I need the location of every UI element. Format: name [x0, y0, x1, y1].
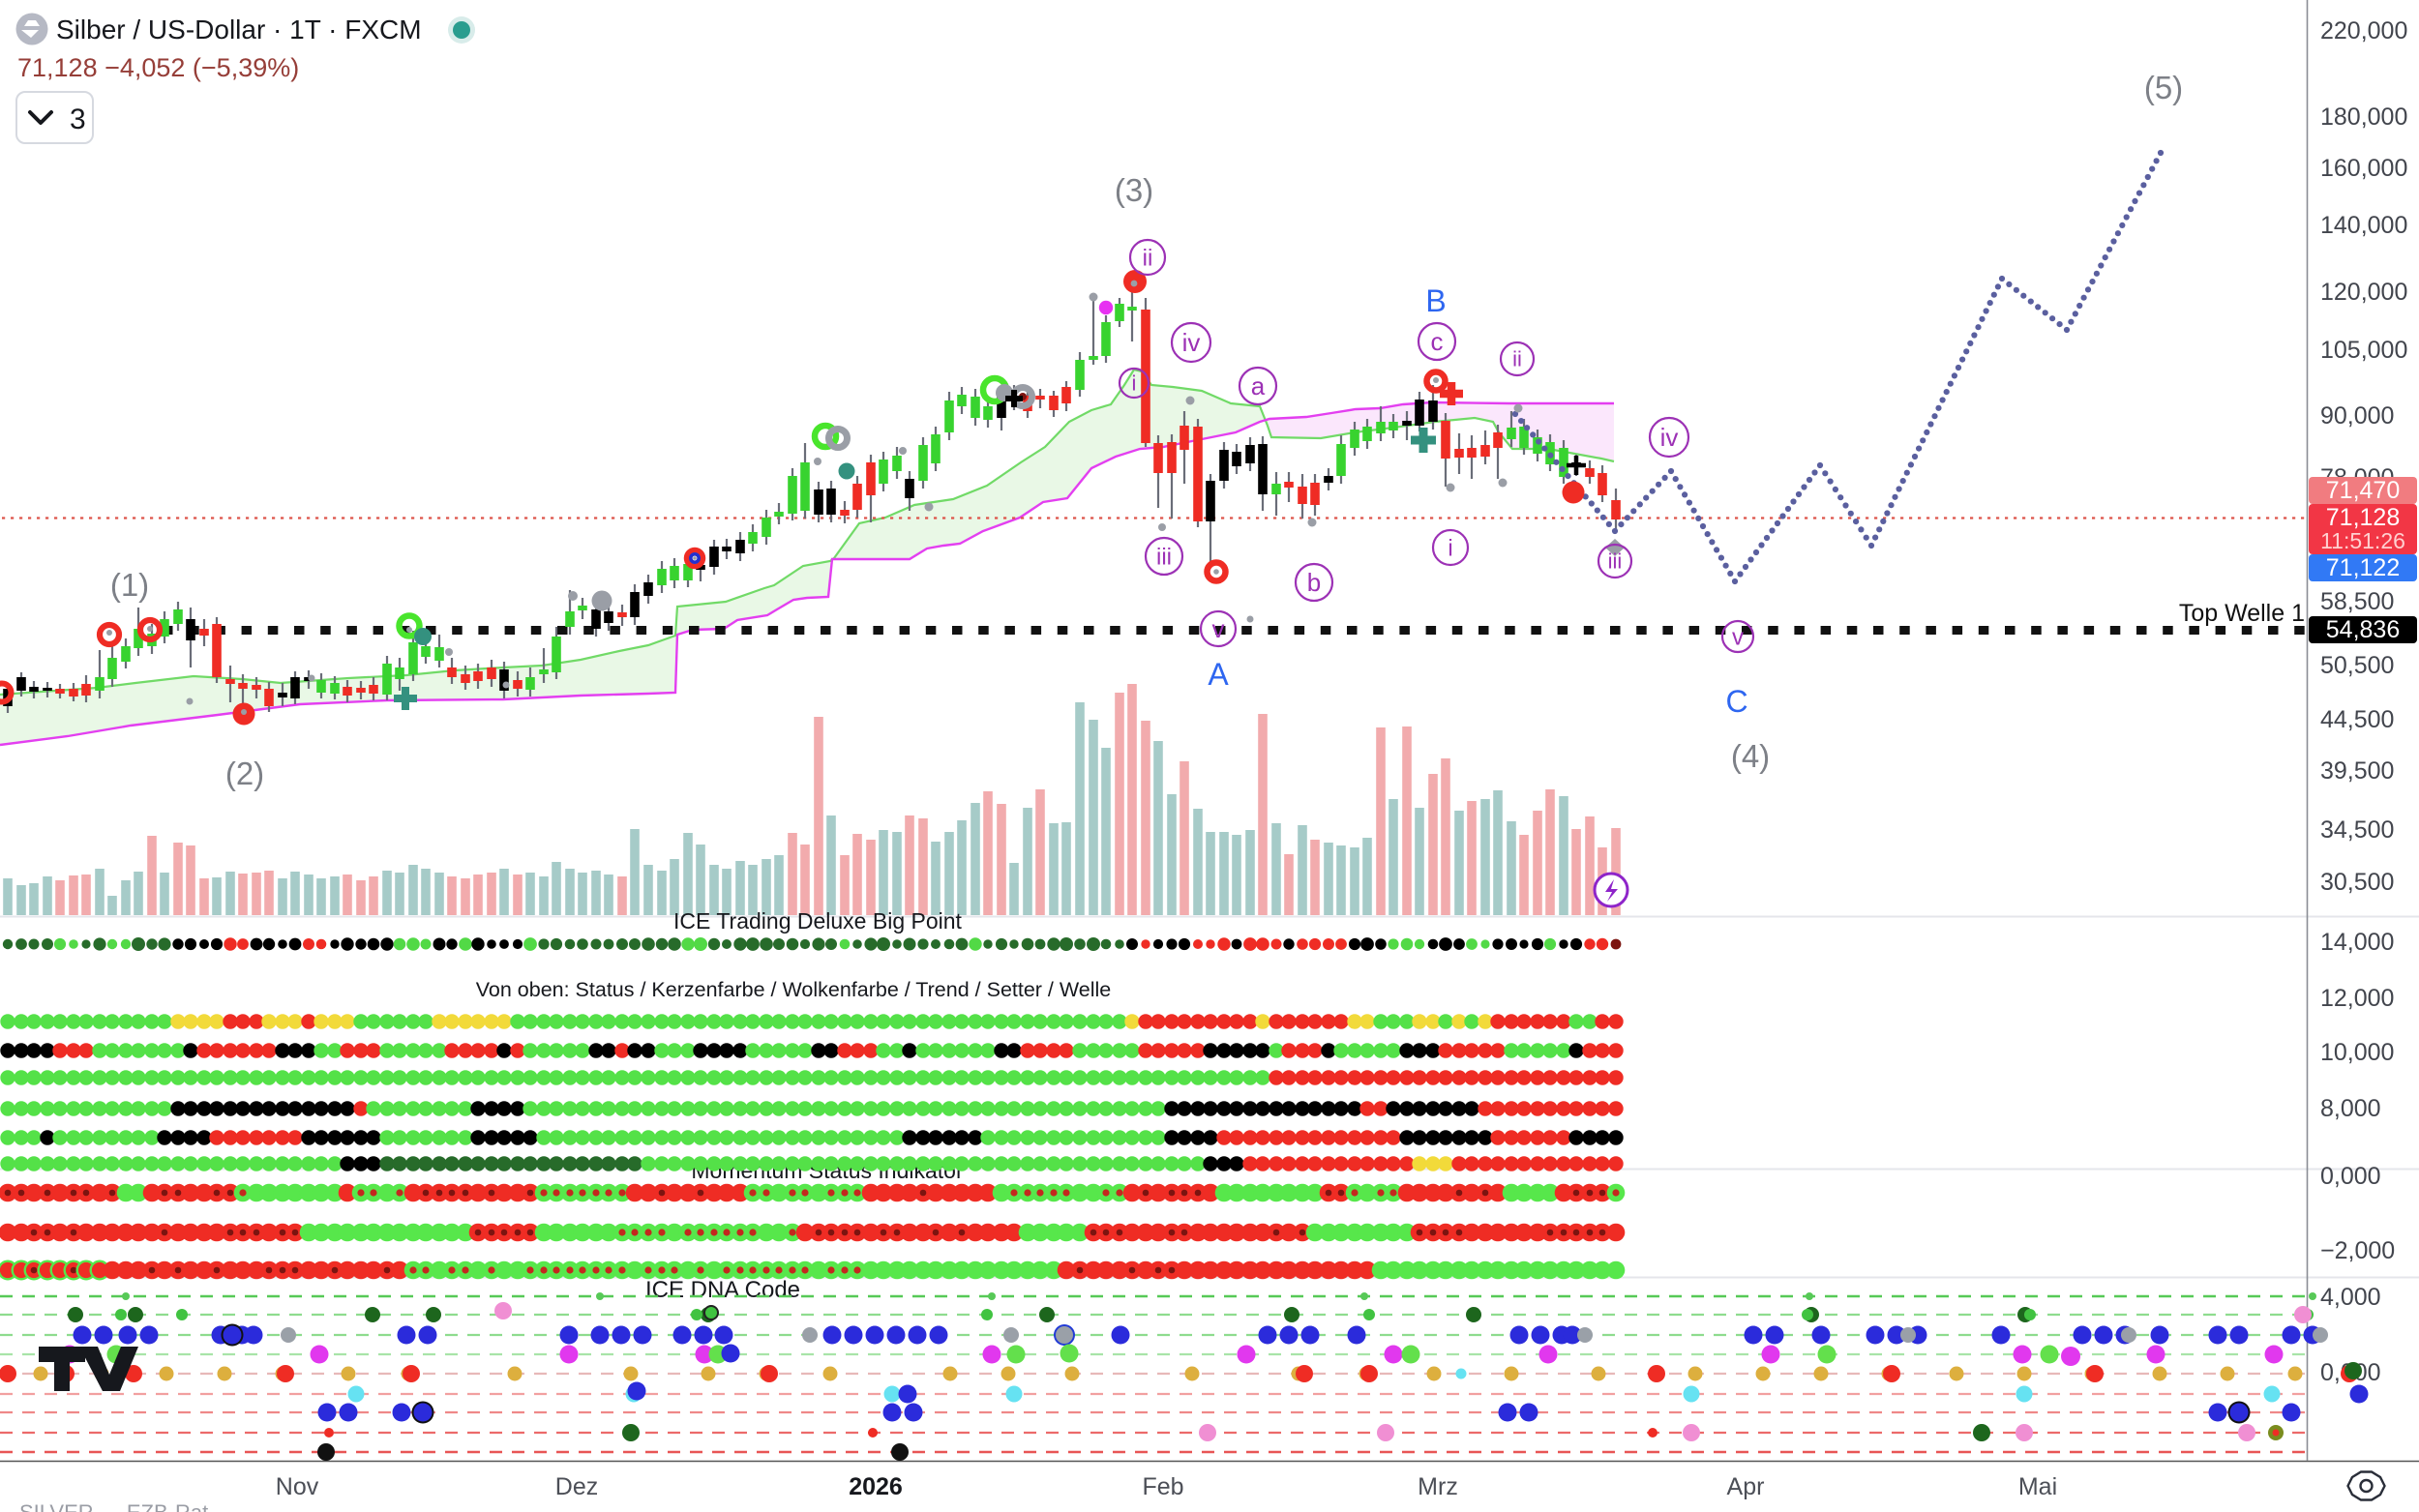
svg-text:12,000: 12,000	[2320, 985, 2394, 1012]
svg-text:(5): (5)	[2144, 70, 2183, 105]
svg-text:i: i	[1132, 371, 1137, 396]
svg-text:Top Welle 1: Top Welle 1	[2179, 600, 2305, 627]
svg-text:2026: 2026	[849, 1473, 903, 1500]
svg-text:v: v	[1212, 614, 1225, 643]
svg-text:34,500: 34,500	[2320, 816, 2394, 844]
svg-text:30,500: 30,500	[2320, 869, 2394, 896]
svg-text:−2,000: −2,000	[2320, 1237, 2395, 1264]
svg-text:10,000: 10,000	[2320, 1039, 2394, 1066]
svg-text:105,000: 105,000	[2320, 337, 2407, 364]
svg-text:SILVER — EZB-Rat: SILVER — EZB-Rat	[19, 1500, 208, 1512]
svg-text:Silber / US-Dollar · 1T · FXCM: Silber / US-Dollar · 1T · FXCM	[56, 15, 422, 44]
svg-text:14,000: 14,000	[2320, 929, 2394, 956]
svg-text:58,500: 58,500	[2320, 588, 2394, 615]
svg-text:3: 3	[70, 104, 86, 135]
svg-text:Nov: Nov	[276, 1473, 319, 1500]
svg-text:A: A	[1208, 657, 1229, 692]
svg-text:8,000: 8,000	[2320, 1095, 2381, 1122]
svg-text:71,128: 71,128	[2326, 504, 2400, 531]
svg-text:Mrz: Mrz	[1418, 1473, 1458, 1500]
svg-text:44,500: 44,500	[2320, 706, 2394, 733]
svg-text:50,500: 50,500	[2320, 652, 2394, 679]
svg-text:iii: iii	[1156, 544, 1172, 570]
svg-text:4,000: 4,000	[2320, 1284, 2381, 1311]
svg-text:C: C	[1725, 684, 1747, 719]
svg-text:ICE Trading Deluxe Big Point: ICE Trading Deluxe Big Point	[673, 908, 962, 934]
svg-text:a: a	[1251, 371, 1266, 400]
svg-text:71,122: 71,122	[2326, 554, 2400, 581]
svg-text:Von oben: Status / Kerzenfarbe: Von oben: Status / Kerzenfarbe / Wolkenf…	[476, 978, 1112, 1001]
svg-text:c: c	[1431, 327, 1444, 356]
svg-text:Apr: Apr	[1727, 1473, 1765, 1500]
svg-text:90,000: 90,000	[2320, 402, 2394, 430]
svg-text:iv: iv	[1660, 423, 1679, 452]
svg-text:(3): (3)	[1115, 172, 1153, 208]
svg-text:0,000: 0,000	[2320, 1163, 2381, 1190]
svg-text:71,470: 71,470	[2326, 477, 2400, 504]
svg-text:180,000: 180,000	[2320, 104, 2407, 131]
svg-text:120,000: 120,000	[2320, 279, 2407, 306]
svg-text:ii: ii	[1143, 245, 1153, 271]
svg-text:Mai: Mai	[2018, 1473, 2057, 1500]
svg-text:v: v	[1732, 624, 1744, 650]
svg-text:(4): (4)	[1731, 738, 1770, 774]
svg-text:b: b	[1307, 568, 1321, 597]
svg-text:iii: iii	[1608, 549, 1623, 574]
svg-text:Dez: Dez	[555, 1473, 598, 1500]
svg-text:160,000: 160,000	[2320, 155, 2407, 182]
svg-text:(2): (2)	[225, 756, 264, 791]
svg-text:220,000: 220,000	[2320, 17, 2407, 44]
svg-text:71,128 −4,052 (−5,39%): 71,128 −4,052 (−5,39%)	[17, 53, 299, 82]
svg-text:ii: ii	[1512, 347, 1522, 371]
svg-text:11:51:26: 11:51:26	[2320, 528, 2405, 553]
svg-text:ICE DNA Code: ICE DNA Code	[645, 1277, 800, 1303]
svg-text:54,836: 54,836	[2326, 616, 2400, 643]
svg-text:iv: iv	[1182, 328, 1201, 357]
svg-text:(1): (1)	[110, 567, 149, 603]
svg-text:i: i	[1448, 535, 1452, 561]
svg-text:B: B	[1425, 283, 1446, 318]
svg-text:Feb: Feb	[1142, 1473, 1183, 1500]
svg-text:140,000: 140,000	[2320, 212, 2407, 239]
svg-text:39,500: 39,500	[2320, 757, 2394, 785]
